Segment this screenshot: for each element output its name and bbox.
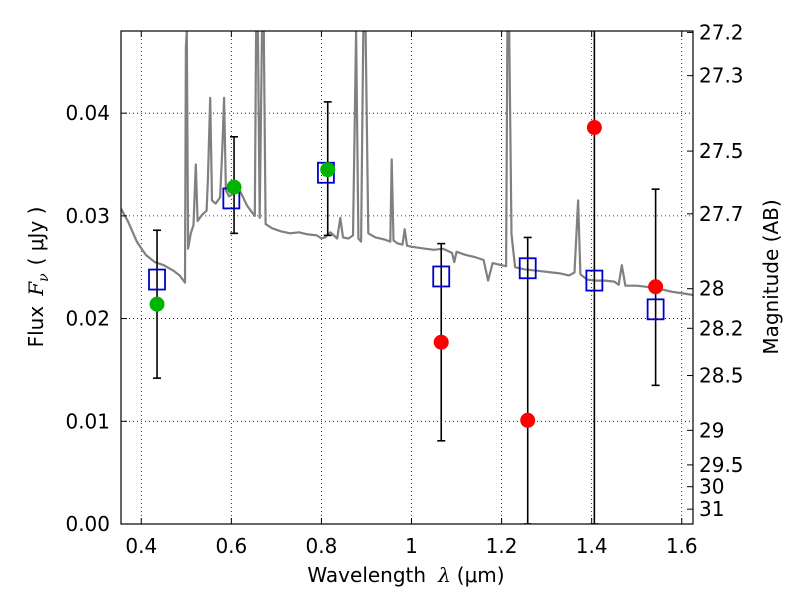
magnitude-tick-label: 27.5 [699,139,744,163]
x-tick-label: 1 [405,534,418,558]
y-tick-label: 0.04 [65,101,110,125]
magnitude-tick-label: 30 [699,475,724,499]
x-axis-label: Wavelength λ (μm) [307,563,504,587]
y-tick-label: 0.01 [65,409,110,433]
y-axis: 0.00 0.01 0.02 0.03 0.04 [65,101,127,536]
green-data-point [226,179,242,195]
y-tick-label: 0.03 [65,204,110,228]
green-data-point [149,296,165,312]
model-photometry-square [148,268,166,291]
x-tick-label: 0.6 [215,534,247,558]
model-photometry-square [432,265,451,288]
model-photometry-square [518,257,537,280]
red-data-point [586,120,602,136]
red-data-point [520,412,536,428]
magnitude-tick-label: 28.2 [699,316,744,340]
model-spectrum-line [121,31,693,297]
magnitude-tick-label: 28.5 [699,364,744,388]
magnitude-axis-label: Magnitude (AB) [759,199,783,354]
magnitude-tick-label: 29 [699,418,724,442]
x-axis: 0.4 0.6 0.8 1 1.2 1.4 1.6 [125,31,698,558]
magnitude-tick-label: 29.5 [699,453,744,477]
y-tick-label: 0.02 [65,307,110,331]
model-photometry-square [585,269,604,292]
model-photometry-square [646,298,665,321]
x-tick-label: 0.8 [306,534,338,558]
x-tick-label: 1.2 [486,534,518,558]
x-tick-label: 1.4 [576,534,608,558]
magnitude-tick-label: 31 [699,497,724,521]
red-data-point [648,279,664,295]
data-point-layer [149,120,664,428]
x-tick-label: 1.6 [666,534,698,558]
magnitude-tick-label: 27.3 [699,64,744,88]
plot-area [121,31,693,524]
magnitude-tick-label: 28 [699,277,724,301]
magnitude-tick-label: 27.7 [699,202,744,226]
y-tick-label: 0.00 [65,512,110,536]
x-tick-label: 0.4 [125,534,157,558]
red-data-point [433,334,449,350]
green-data-point [320,162,336,178]
magnitude-tick-label: 27.2 [699,20,744,44]
plot-frame [120,30,694,525]
y-axis-label: FluxFν( μJy ) [24,207,52,348]
model-spectrum-layer [121,31,693,297]
